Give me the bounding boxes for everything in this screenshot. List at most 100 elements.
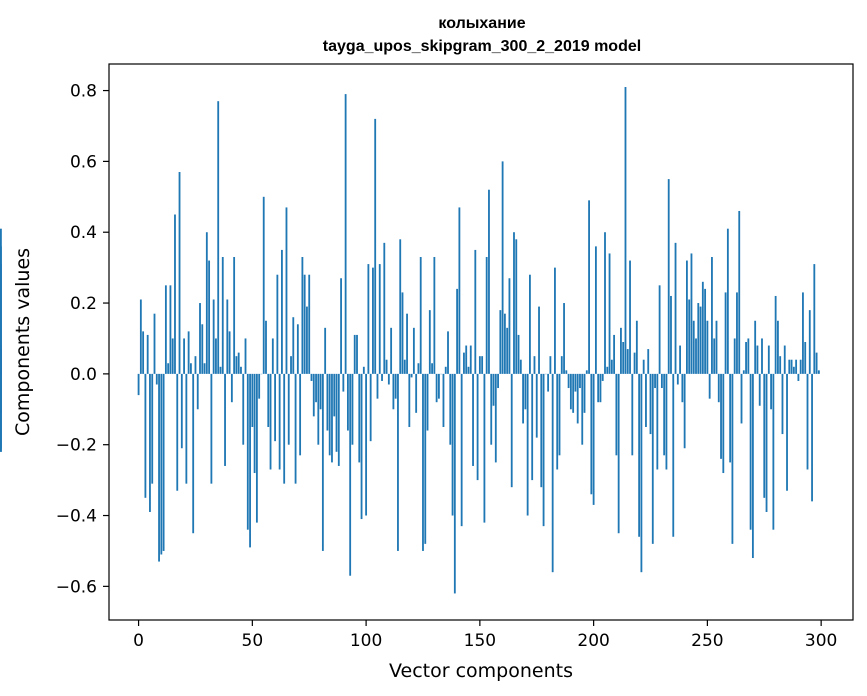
bar-undefined <box>0 373 2 413</box>
bar-189 <box>567 373 570 389</box>
bar-156 <box>492 373 495 406</box>
bar-51 <box>253 373 256 474</box>
bar-219 <box>635 320 638 374</box>
bar-154 <box>488 189 490 374</box>
bar-190 <box>569 373 572 410</box>
bar-86 <box>333 373 336 417</box>
bar-123 <box>417 363 420 374</box>
bar-58 <box>269 373 272 470</box>
bar-111 <box>390 327 393 374</box>
bar-278 <box>770 373 772 410</box>
bar-247 <box>699 306 702 374</box>
bar-199 <box>590 373 593 495</box>
bar-294 <box>806 373 809 470</box>
bar-113 <box>394 373 397 399</box>
bar-83 <box>326 373 329 431</box>
bar-28 <box>201 324 204 374</box>
bar-139 <box>453 373 456 594</box>
bar-97 <box>358 373 361 463</box>
bar-131 <box>435 373 438 403</box>
bar-103 <box>372 267 374 374</box>
bar-224 <box>647 349 650 374</box>
bars-group <box>0 87 820 594</box>
bar-170 <box>524 373 527 410</box>
bar-14 <box>169 285 172 374</box>
bar-140 <box>456 288 459 374</box>
bar-299 <box>817 370 820 374</box>
bar-167 <box>517 334 520 374</box>
bar-41 <box>230 373 233 403</box>
bar-200 <box>592 373 595 505</box>
y-tick-label-4: 0.2 <box>70 294 97 314</box>
bar-126 <box>424 373 427 544</box>
y-axis-label: Components values <box>12 248 34 436</box>
bar-250 <box>706 320 709 374</box>
bar-267 <box>745 342 747 374</box>
x-tick-label-250: 250 <box>691 631 723 651</box>
bar-252 <box>711 257 713 374</box>
bar-129 <box>431 363 433 374</box>
bar-216 <box>629 260 631 374</box>
bar-198 <box>588 200 590 374</box>
bar-290 <box>797 373 800 381</box>
bar-287 <box>790 359 793 374</box>
bar-30 <box>205 232 208 374</box>
bar-228 <box>656 373 659 470</box>
bar-138 <box>451 373 454 516</box>
bar-289 <box>795 359 798 374</box>
bar-35 <box>217 101 220 374</box>
bar-279 <box>772 373 775 530</box>
bar-124 <box>419 257 422 374</box>
y-tick-label-0: −0.6 <box>56 577 97 597</box>
bar-213 <box>622 342 625 374</box>
bar-12 <box>164 285 167 374</box>
y-tick-label-5: 0.4 <box>70 223 97 243</box>
bar-234 <box>670 295 672 374</box>
bar-64 <box>283 373 286 484</box>
bar-5 <box>149 373 151 512</box>
bar-245 <box>695 338 697 374</box>
bar-112 <box>392 373 395 410</box>
bar-186 <box>560 356 563 374</box>
bar-56 <box>265 320 267 374</box>
bar-36 <box>219 366 222 374</box>
bar-271 <box>754 320 757 374</box>
bar-183 <box>554 267 556 374</box>
bar-143 <box>463 352 465 374</box>
bar-43 <box>235 356 238 374</box>
bar-117 <box>403 359 406 374</box>
bar-208 <box>610 359 613 374</box>
bar-166 <box>515 239 518 374</box>
bar-11 <box>162 373 165 551</box>
bar-261 <box>731 373 734 544</box>
bar-108 <box>383 242 386 374</box>
bar-79 <box>317 373 320 445</box>
bar-135 <box>444 366 447 374</box>
bar-217 <box>631 373 634 456</box>
bar-176 <box>538 306 540 374</box>
bar-76 <box>310 373 313 381</box>
bar-211 <box>617 373 620 534</box>
bar-25 <box>194 356 197 374</box>
bar-281 <box>777 320 779 374</box>
bar-248 <box>701 281 704 374</box>
bar-246 <box>697 303 700 374</box>
bar-9 <box>158 373 160 562</box>
bar-293 <box>804 342 807 374</box>
bar-144 <box>465 345 468 374</box>
x-axis: 0 50 100 150 200 250 300 <box>133 620 837 651</box>
bar-88 <box>337 373 340 466</box>
bar-104 <box>374 118 377 374</box>
bar-181 <box>549 356 552 374</box>
bar-158 <box>497 373 499 389</box>
bar-182 <box>551 373 554 573</box>
bar-92 <box>346 373 349 431</box>
bar-209 <box>613 334 616 374</box>
bar-73 <box>303 274 306 374</box>
bar-50 <box>251 373 254 427</box>
bar-21 <box>185 373 188 484</box>
bar-37 <box>221 257 224 374</box>
bar-288 <box>792 366 795 374</box>
bar-68 <box>292 317 295 374</box>
bar-31 <box>208 260 211 374</box>
